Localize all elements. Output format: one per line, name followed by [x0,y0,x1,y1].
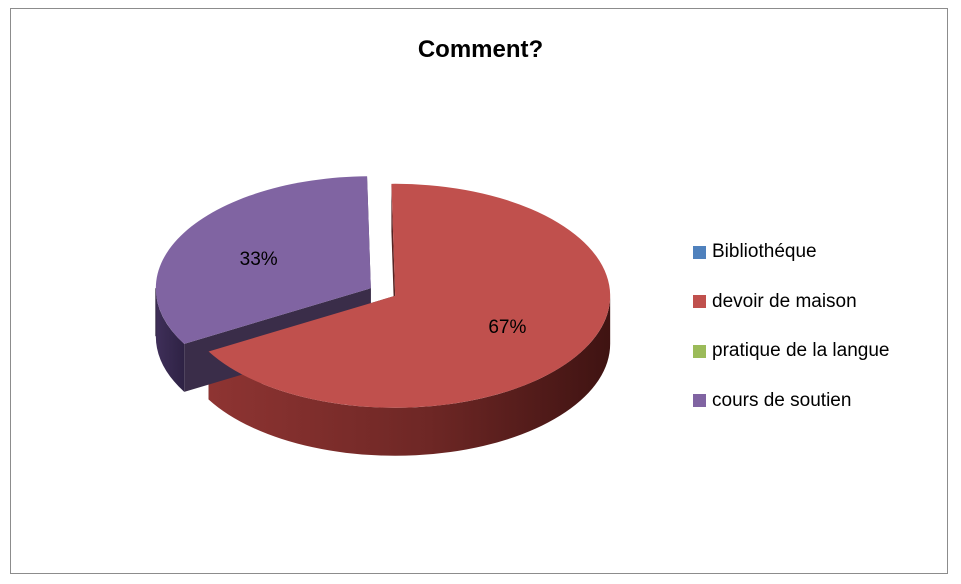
legend-item-bibliotheque: Bibliothéque [693,240,889,264]
data-label-cours-de-soutien: 33% [240,249,278,270]
legend-label: cours de soutien [712,389,852,411]
legend-swatch [693,344,706,358]
legend-item-pratique-de-la-langue: pratique de la langue [693,339,889,363]
data-label-devoir-de-maison: 67% [488,317,526,338]
pie-slice-devoir-de-maison [208,183,611,408]
legend-item-devoir-de-maison: devoir de maison [693,290,889,314]
legend-label: pratique de la langue [712,340,890,361]
legend-item-cours-de-soutien: cours de soutien [693,389,889,413]
pie-slice-cours-de-soutien [155,176,371,344]
legend-label: devoir de maison [712,290,857,312]
legend-label: Bibliothéque [712,241,817,262]
legend-swatch [693,245,706,259]
chart-legend: Bibliothéque devoir de maison pratique d… [693,240,889,438]
legend-swatch [693,394,706,407]
legend-swatch [693,295,706,308]
pie-slice-side-cours-de-soutien [155,288,185,392]
chart-title: Comment? [417,36,544,63]
pie-slice-side-devoir-de-maison [208,295,611,456]
